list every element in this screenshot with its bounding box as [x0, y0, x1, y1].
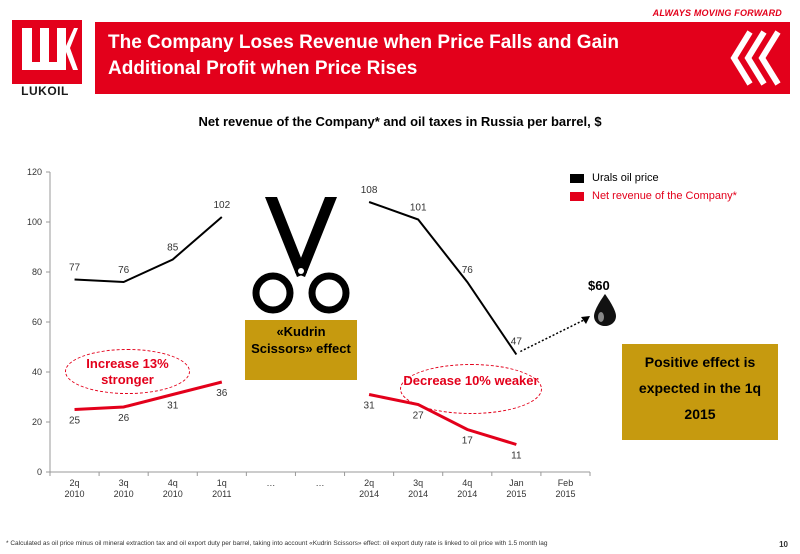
- increase-annotation: Increase 13% stronger: [65, 349, 190, 394]
- x-tick-label: …: [266, 478, 275, 488]
- x-tick-label: 3q: [413, 478, 423, 488]
- x-tick-label: 2q: [364, 478, 374, 488]
- y-tick-label: 40: [32, 367, 42, 377]
- chart-title: Net revenue of the Company* and oil taxe…: [198, 114, 602, 129]
- line-chart: 0204060801001202q20103q20104q20101q2011……: [27, 167, 591, 499]
- projection-arrowhead: [581, 316, 590, 324]
- logo-text: LUKOIL: [21, 84, 69, 98]
- data-label: 17: [462, 436, 474, 447]
- header-bar: [95, 22, 725, 94]
- price-60-label: $60: [588, 278, 610, 293]
- data-label: 47: [511, 337, 523, 348]
- data-label: 31: [167, 401, 179, 412]
- x-tick-label: 2014: [457, 489, 477, 499]
- data-label: 36: [216, 388, 228, 399]
- footnote: * Calculated as oil price minus oil mine…: [6, 540, 548, 547]
- x-tick-label: 2015: [555, 489, 575, 499]
- kudrin-scissors-box: «Kudrin Scissors» effect: [245, 320, 357, 380]
- data-label: 76: [118, 265, 130, 276]
- legend-item-urals: Urals oil price: [570, 172, 737, 184]
- positive-effect-box: Positive effect is expected in the 1q 20…: [622, 344, 778, 440]
- y-tick-label: 100: [27, 217, 42, 227]
- x-tick-label: 2010: [163, 489, 183, 499]
- legend-label-revenue: Net revenue of the Company*: [592, 190, 737, 202]
- series-line-urals: [368, 201, 518, 356]
- series-line-urals: [74, 216, 223, 284]
- legend-item-revenue: Net revenue of the Company*: [570, 190, 737, 202]
- x-tick-label: 2010: [114, 489, 134, 499]
- x-tick-label: 2010: [65, 489, 85, 499]
- data-label: 27: [413, 411, 425, 422]
- legend-swatch-black: [570, 173, 584, 183]
- lukoil-logo: [12, 20, 82, 84]
- projection-arrow: [520, 317, 589, 353]
- data-label: 101: [410, 203, 427, 214]
- x-tick-label: 3q: [119, 478, 129, 488]
- x-tick-label: 2014: [359, 489, 379, 499]
- page-number: 10: [779, 540, 788, 549]
- x-tick-label: 2011: [212, 489, 231, 499]
- data-label: 77: [69, 263, 81, 274]
- x-tick-label: 2q: [70, 478, 80, 488]
- chevron-logo-icon: [720, 22, 790, 94]
- legend: Urals oil price Net revenue of the Compa…: [570, 172, 737, 208]
- x-tick-label: Feb: [558, 478, 574, 488]
- y-tick-label: 120: [27, 167, 42, 177]
- x-tick-label: …: [316, 478, 325, 488]
- x-tick-label: 4q: [462, 478, 472, 488]
- oil-drop-icon: [594, 294, 616, 326]
- tagline: ALWAYS MOVING FORWARD: [652, 8, 782, 18]
- x-tick-label: Jan: [509, 478, 524, 488]
- legend-swatch-red: [570, 191, 584, 201]
- scissors-icon: [252, 197, 350, 314]
- data-label: 85: [167, 243, 179, 254]
- x-tick-label: 2014: [408, 489, 428, 499]
- y-tick-label: 60: [32, 317, 42, 327]
- series-line-revenue: [368, 393, 517, 446]
- page-title: The Company Loses Revenue when Price Fal…: [108, 32, 620, 79]
- x-tick-label: 1q: [217, 478, 227, 488]
- data-label: 76: [462, 265, 474, 276]
- data-label: 11: [511, 451, 522, 462]
- x-tick-label: 2015: [506, 489, 526, 499]
- decrease-annotation: Decrease 10% weaker: [400, 364, 542, 414]
- data-label: 102: [213, 200, 230, 211]
- series-line-revenue: [74, 380, 223, 411]
- data-label: 31: [364, 401, 376, 412]
- data-label: 25: [69, 416, 81, 427]
- x-tick-label: 4q: [168, 478, 178, 488]
- y-tick-label: 20: [32, 417, 42, 427]
- legend-label-urals: Urals oil price: [592, 172, 659, 184]
- y-tick-label: 0: [37, 467, 42, 477]
- y-tick-label: 80: [32, 267, 42, 277]
- data-label: 108: [361, 185, 378, 196]
- data-label: 26: [118, 413, 130, 424]
